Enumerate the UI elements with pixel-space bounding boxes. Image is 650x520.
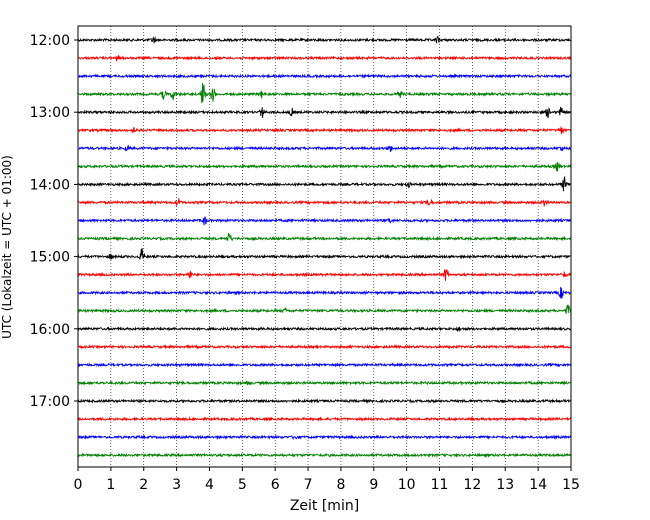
- x-tick-label: 0: [74, 477, 83, 493]
- trace-row-19: [77, 380, 572, 386]
- trace-row-10: [77, 216, 572, 226]
- x-tick-label: 5: [238, 477, 247, 493]
- y-axis-ticks: 12:00 13:00 14:00 15:00 16:00 17:00: [30, 33, 78, 410]
- plot-frame: [77, 25, 572, 468]
- y-tick-label: 16:00: [30, 322, 70, 338]
- y-tick-label: 13:00: [30, 105, 70, 121]
- trace-row-21: [77, 416, 572, 422]
- x-tick-label: 4: [205, 477, 214, 493]
- trace-row-8: [77, 176, 572, 192]
- traces: [77, 35, 572, 458]
- x-tick-label: 13: [496, 477, 514, 493]
- x-tick-label: 6: [271, 477, 280, 493]
- x-tick-label: 10: [398, 477, 416, 493]
- y-axis-label: UTC (Lokalzeit = UTC + 01:00): [0, 155, 14, 339]
- x-tick-label: 14: [529, 477, 547, 493]
- trace-row-3: [77, 82, 572, 104]
- trace-row-22: [77, 434, 572, 441]
- trace-row-16: [77, 326, 572, 333]
- trace-row-11: [77, 232, 572, 242]
- x-tick-label: 15: [562, 477, 580, 493]
- trace-row-2: [77, 73, 572, 79]
- trace-row-5: [77, 126, 572, 135]
- trace-row-20: [77, 398, 572, 404]
- y-tick-label: 14:00: [30, 177, 70, 193]
- trace-row-4: [77, 106, 572, 119]
- trace-row-14: [77, 286, 572, 299]
- trace-row-13: [77, 269, 572, 281]
- trace-row-9: [77, 197, 572, 207]
- x-tick-label: 3: [172, 477, 181, 493]
- y-tick-label: 15:00: [30, 250, 70, 266]
- trace-row-17: [77, 344, 572, 350]
- trace-row-6: [77, 144, 572, 152]
- trace-row-18: [77, 362, 572, 368]
- trace-row-1: [77, 55, 572, 62]
- x-axis-label: Zeit [min]: [290, 498, 359, 514]
- trace-row-15: [77, 304, 572, 314]
- x-tick-label: 1: [106, 477, 115, 493]
- trace-row-12: [77, 247, 572, 261]
- x-tick-label: 7: [304, 477, 313, 493]
- y-tick-label: 12:00: [30, 33, 70, 49]
- x-tick-label: 2: [139, 477, 148, 493]
- y-tick-label: 17:00: [30, 394, 70, 410]
- trace-row-0: [77, 35, 572, 44]
- x-tick-label: 8: [336, 477, 345, 493]
- trace-row-7: [77, 161, 572, 172]
- x-tick-label: 9: [369, 477, 378, 493]
- x-axis-ticks: 0 1 2 3 4 5 6 7 8 9 10 11 12 13 14 15: [74, 467, 580, 493]
- x-tick-label: 12: [463, 477, 481, 493]
- x-tick-label: 11: [431, 477, 449, 493]
- trace-row-23: [77, 452, 572, 458]
